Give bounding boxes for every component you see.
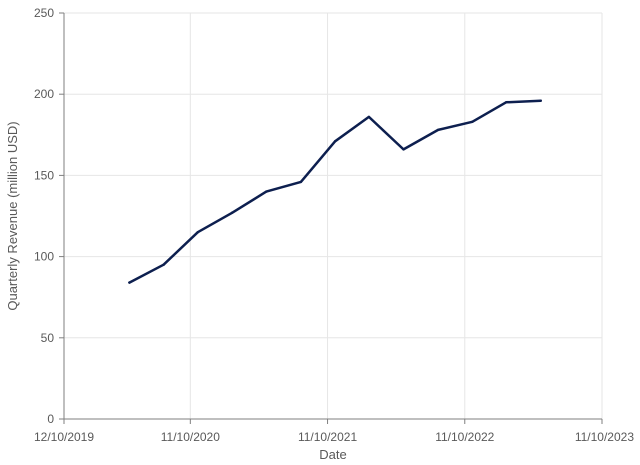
axes (59, 12, 603, 424)
tick-labels: 0 50 100 150 200 250 12/10/2019 11/10/2020 11/10… (34, 6, 634, 444)
x-tick-label: 11/10/2020 (161, 430, 220, 444)
data-point (402, 148, 405, 151)
data-point (367, 115, 371, 119)
data-point (436, 128, 440, 132)
x-tick-label: 11/10/2021 (298, 430, 357, 444)
data-point (299, 180, 303, 184)
y-tick-label: 50 (41, 331, 55, 345)
data-point (471, 120, 474, 124)
data-point (504, 101, 508, 104)
y-tick-label: 150 (34, 168, 54, 182)
y-tick-label: 200 (34, 87, 54, 101)
data-point (196, 231, 200, 234)
y-tick-label: 0 (47, 412, 54, 426)
y-tick-label: 100 (34, 250, 54, 264)
y-axis-title: Quarterly Revenue (million USD) (5, 121, 20, 310)
data-point (230, 211, 234, 214)
x-axis-title: Date (319, 447, 346, 462)
y-tick-label: 250 (34, 6, 54, 20)
data-point (162, 263, 165, 266)
data-point (333, 140, 337, 143)
gridlines (64, 12, 603, 419)
data-point (539, 99, 542, 102)
x-tick-label: 11/10/2023 (575, 430, 634, 444)
series-line (128, 99, 542, 284)
data-point (265, 190, 268, 193)
data-point (128, 281, 131, 284)
x-tick-label: 11/10/2022 (435, 430, 494, 444)
x-tick-label: 12/10/2019 (34, 430, 94, 444)
series-layer (128, 99, 542, 284)
